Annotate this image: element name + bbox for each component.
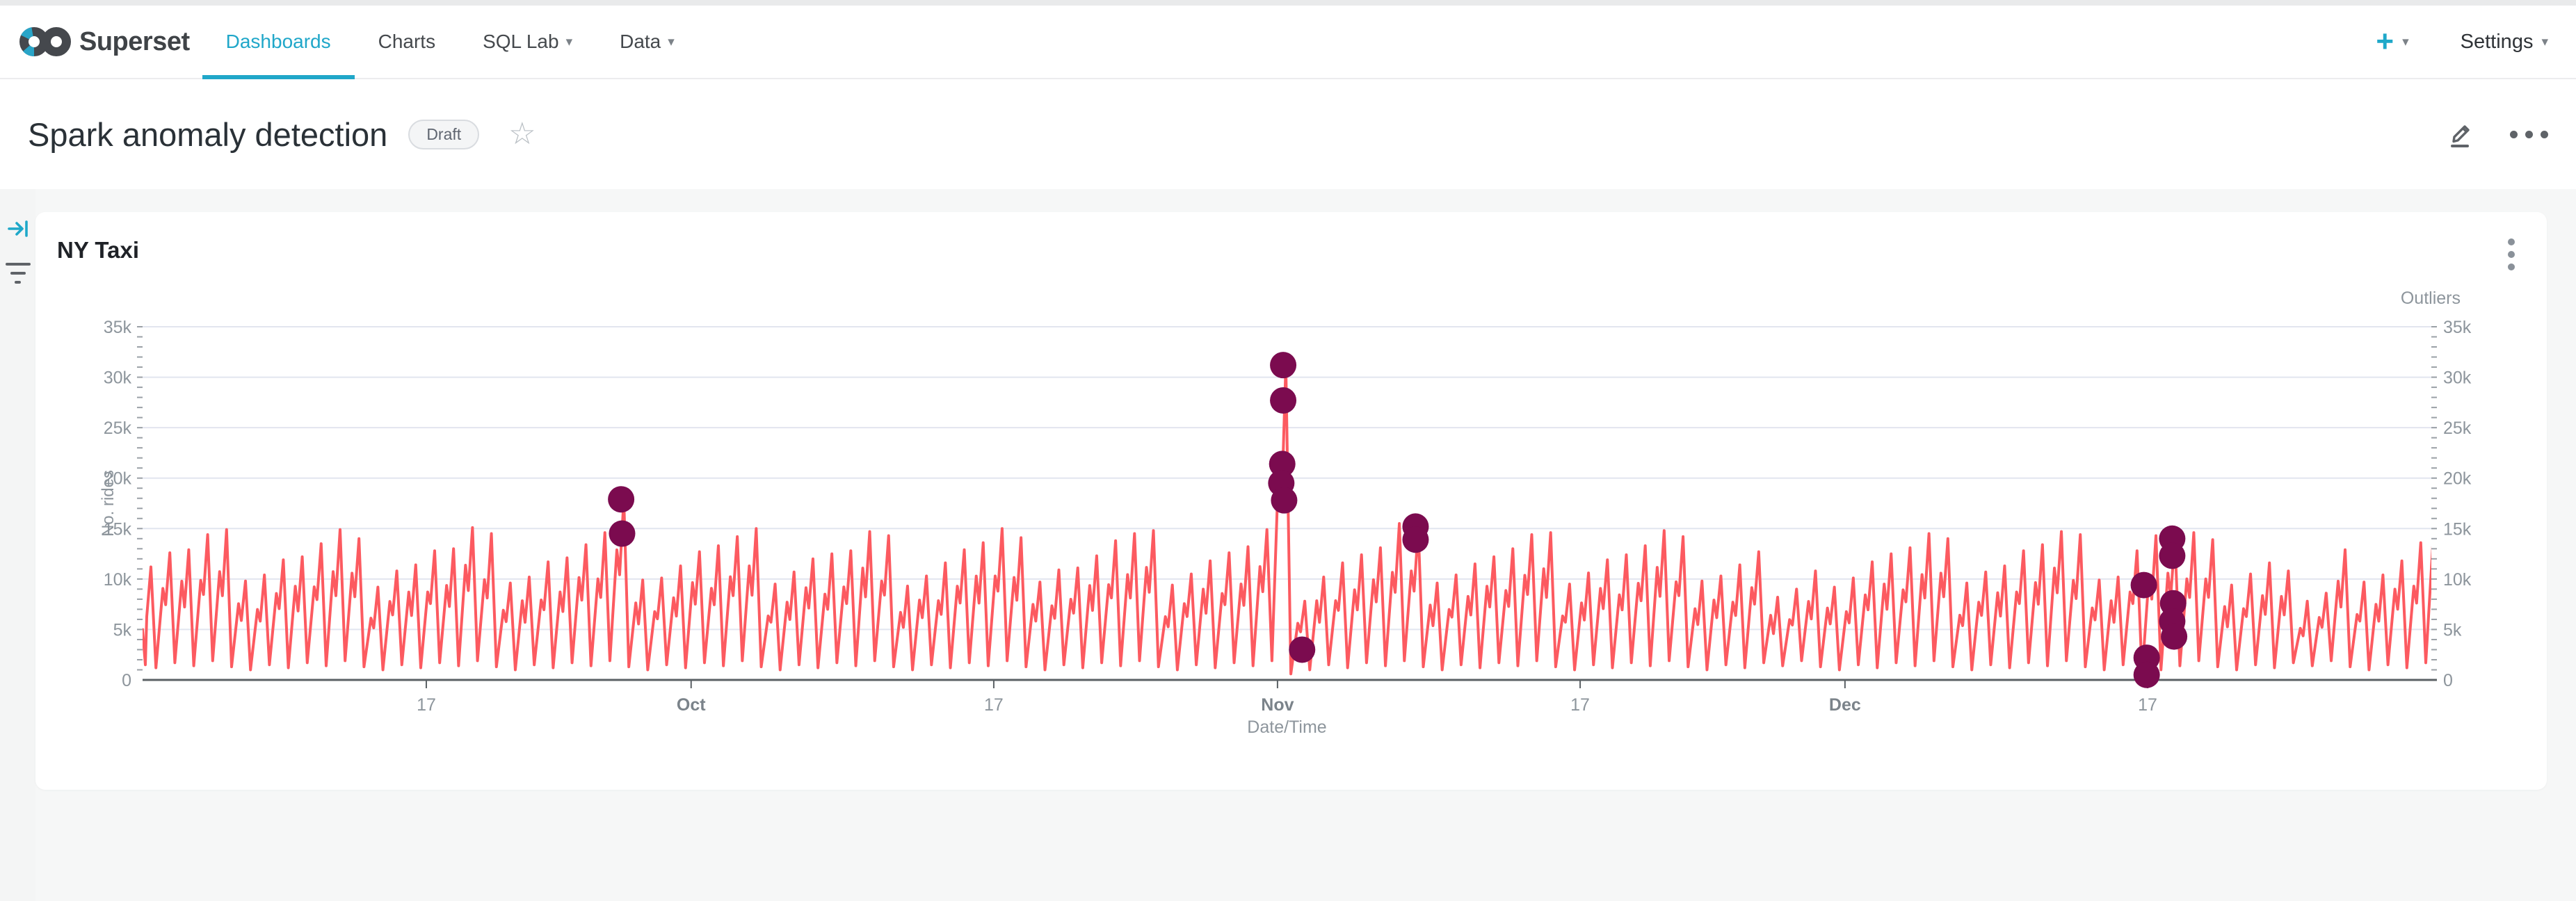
brand-name: Superset <box>79 26 190 56</box>
caret-down-icon: ▾ <box>2402 34 2409 49</box>
favorite-star-icon[interactable]: ☆ <box>508 117 536 151</box>
x-axis-label: Dec <box>1829 695 1861 715</box>
y-axis-label-left: 0 <box>122 671 131 690</box>
chart-card-ny-taxi: NY Taxi 0 0 5k 5k 10k 10k 15k 15k 20k 20k 25k 25k 30… <box>35 212 2547 790</box>
y-axis-label-left: 5k <box>113 620 132 640</box>
plus-icon: + <box>2376 24 2394 58</box>
filter-icon <box>5 263 31 284</box>
settings-label: Settings <box>2460 30 2534 53</box>
nav-tab-label: Data <box>620 31 661 52</box>
outlier-point[interactable] <box>1271 487 1298 514</box>
navbar: Superset Dashboards Charts SQL Lab ▾ Dat… <box>0 6 2576 79</box>
y-axis-label-left: 35k <box>104 318 132 337</box>
nav-tab-label: SQL Lab <box>483 31 559 52</box>
brand[interactable]: Superset <box>0 6 190 78</box>
y-axis-label-right: 15k <box>2443 519 2472 539</box>
y-axis-label-right: 30k <box>2443 368 2472 388</box>
y-axis-label-right: 35k <box>2443 318 2472 337</box>
caret-down-icon: ▾ <box>565 34 573 49</box>
outlier-point[interactable] <box>1270 387 1297 414</box>
settings-menu[interactable]: Settings ▾ <box>2461 31 2548 54</box>
y-axis-label-left: 30k <box>104 368 132 388</box>
superset-logo-icon <box>19 27 71 57</box>
nav-tabs: Dashboards Charts SQL Lab ▾ Data ▾ <box>202 6 698 79</box>
dashboard-header: Spark anomaly detection Draft ☆ <box>0 79 2576 189</box>
y-axis-label-left: 20k <box>104 469 132 489</box>
outlier-point[interactable] <box>2161 623 2188 650</box>
chart-menu-button[interactable] <box>2504 234 2519 275</box>
y-axis-label-left: 25k <box>104 419 132 438</box>
caret-down-icon: ▾ <box>2541 34 2548 49</box>
arrow-to-bar-icon <box>7 220 28 237</box>
outlier-point[interactable] <box>609 520 636 547</box>
caret-down-icon: ▾ <box>668 34 675 49</box>
edit-dashboard-button[interactable] <box>2445 118 2477 150</box>
window-top-strip <box>0 0 2576 6</box>
ny-taxi-chart[interactable]: 0 0 5k 5k 10k 10k 15k 15k 20k 20k 25k 25k 30k 30k 35k 3… <box>35 212 2547 790</box>
outlier-point[interactable] <box>608 486 635 513</box>
y-axis-label-right: 10k <box>2443 570 2472 590</box>
more-options-button[interactable] <box>2510 130 2548 138</box>
nav-tab-sql-lab[interactable]: SQL Lab ▾ <box>459 6 596 78</box>
x-axis-label: 17 <box>984 695 1004 715</box>
y-axis-label-left: 10k <box>104 570 132 590</box>
y-axis-label-right: 0 <box>2443 671 2453 690</box>
outlier-point[interactable] <box>1289 636 1316 663</box>
nav-tab-data[interactable]: Data ▾ <box>596 6 698 78</box>
rides-series-line <box>143 364 2431 676</box>
more-vertical-icon <box>2508 238 2515 245</box>
header-actions <box>2445 118 2548 150</box>
pencil-icon <box>2451 125 2470 147</box>
x-axis-label: 17 <box>417 695 436 715</box>
x-axis-label: Nov <box>1261 695 1294 715</box>
outlier-point[interactable] <box>2133 661 2160 688</box>
navbar-right: + ▾ Settings ▾ <box>2376 6 2576 78</box>
nav-tab-dashboards[interactable]: Dashboards <box>202 6 355 79</box>
new-item-button[interactable]: + ▾ <box>2376 26 2408 57</box>
nav-tab-charts[interactable]: Charts <box>355 6 459 78</box>
filters-button[interactable] <box>0 241 35 284</box>
y-axis-label-right: 5k <box>2443 620 2462 640</box>
x-axis-label: Oct <box>677 695 706 715</box>
chart-title: NY Taxi <box>57 237 139 263</box>
more-horizontal-icon <box>2510 130 2518 138</box>
x-axis-label: 17 <box>1570 695 1590 715</box>
y-axis-label-right: 25k <box>2443 419 2472 438</box>
outlier-point[interactable] <box>1402 526 1429 553</box>
nav-tab-label: Dashboards <box>225 31 331 52</box>
expand-filter-panel-button[interactable] <box>0 217 35 241</box>
right-axis-title: Outliers <box>2401 289 2461 308</box>
outlier-point[interactable] <box>2130 571 2157 599</box>
status-badge: Draft <box>408 119 480 149</box>
page-title: Spark anomaly detection <box>28 115 388 153</box>
y-axis-label-right: 20k <box>2443 469 2472 489</box>
nav-tab-label: Charts <box>378 31 436 52</box>
y-axis-label-left: 15k <box>104 519 132 539</box>
outlier-point[interactable] <box>2159 542 2186 569</box>
x-axis-label: 17 <box>2138 695 2157 715</box>
x-axis-title: Date/Time <box>1247 717 1326 737</box>
filter-rail <box>0 189 35 901</box>
outlier-point[interactable] <box>1270 352 1297 379</box>
y-axis-title: No. rides <box>99 470 118 537</box>
outlier-point[interactable] <box>1269 450 1296 478</box>
